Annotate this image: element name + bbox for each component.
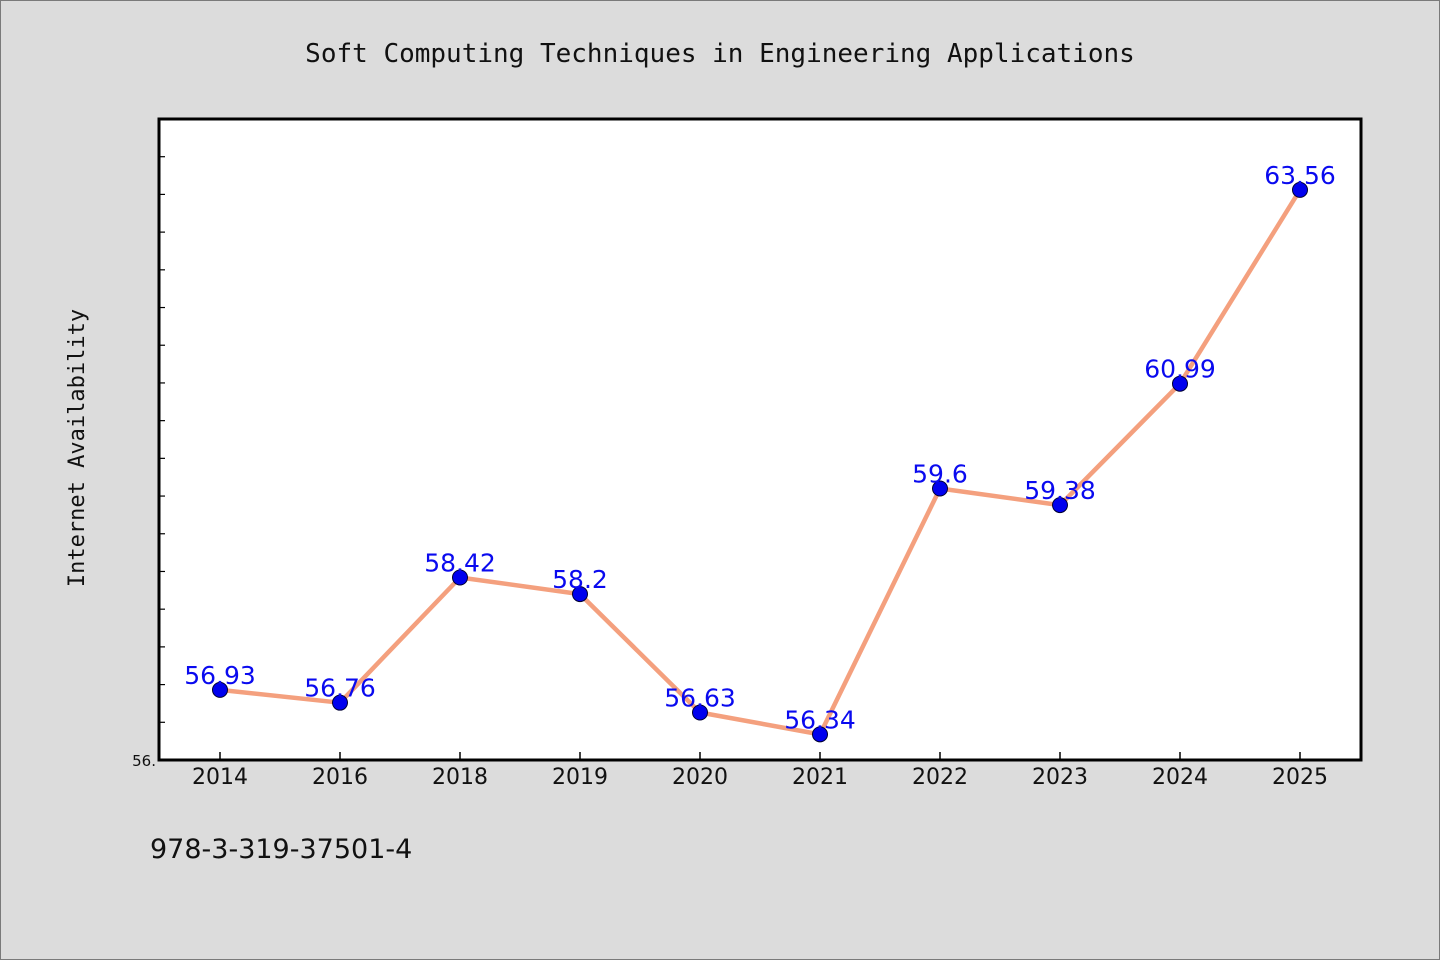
x-axis-ticks: 2014 2016 2018 2019 2020 2021 2022 2023 2024 2025 <box>192 752 1328 790</box>
data-label: 58.42 <box>424 549 496 578</box>
data-point <box>452 569 468 586</box>
x-tick-label: 2025 <box>1272 765 1328 790</box>
series-layer <box>212 181 1308 743</box>
plot-area <box>157 117 1363 762</box>
x-tick-label: 2020 <box>672 765 728 790</box>
data-labels-layer: 56.93 56.76 58.42 58.2 56.63 56.34 59.6 59.38 60… <box>184 161 1336 734</box>
x-tick-label: 2019 <box>552 765 608 790</box>
data-label: 63.56 <box>1264 161 1336 190</box>
data-label: 59.6 <box>912 460 968 489</box>
x-tick-label: 2024 <box>1152 765 1208 790</box>
data-point <box>932 480 948 497</box>
chart-title: Soft Computing Techniques in Engineering… <box>305 39 1135 69</box>
x-tick-label: 2018 <box>432 765 488 790</box>
data-label: 56.34 <box>784 705 856 734</box>
x-tick-label: 2016 <box>312 765 368 790</box>
data-point <box>1052 497 1068 514</box>
x-tick-label: 2023 <box>1032 765 1088 790</box>
x-tick-label: 2014 <box>192 765 248 790</box>
data-point <box>332 694 348 711</box>
y-axis-ticks: 56. <box>132 156 165 770</box>
y-tick-label: 56. <box>132 752 156 770</box>
data-label: 56.76 <box>304 674 376 703</box>
data-point <box>1172 375 1188 392</box>
data-label: 60.99 <box>1144 355 1216 384</box>
data-label: 59.38 <box>1024 476 1096 505</box>
data-point <box>572 586 588 603</box>
x-tick-label: 2022 <box>912 765 968 790</box>
series-line <box>217 187 1303 737</box>
isbn-footer: 978-3-319-37501-4 <box>150 834 413 865</box>
data-point <box>212 681 228 698</box>
data-label: 58.2 <box>552 565 608 594</box>
data-point <box>692 704 708 721</box>
data-point <box>1292 181 1308 198</box>
x-tick-label: 2021 <box>792 765 848 790</box>
y-axis-label: Internet Availability <box>65 309 90 587</box>
data-label: 56.63 <box>664 683 736 712</box>
data-point <box>812 726 828 743</box>
data-label: 56.93 <box>184 661 256 690</box>
